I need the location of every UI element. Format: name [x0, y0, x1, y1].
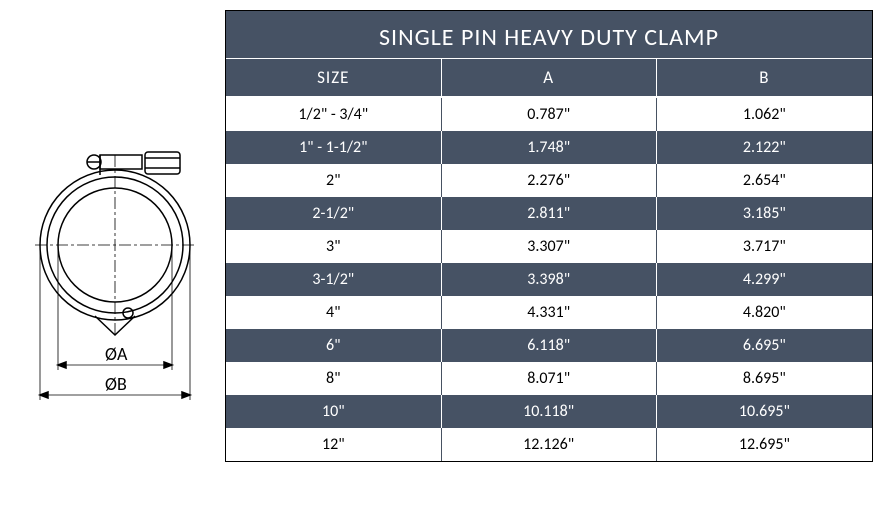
dim-b-label: ØB: [105, 373, 127, 395]
column-header-row: SIZE A B: [226, 59, 872, 97]
table-header-block: SINGLE PIN HEAVY DUTY CLAMP SIZE A B: [226, 11, 872, 98]
table-title: SINGLE PIN HEAVY DUTY CLAMP: [226, 11, 872, 58]
cell-a: 6.118": [441, 329, 656, 362]
cell-b: 12.695": [656, 428, 872, 461]
cell-b: 4.299": [656, 263, 872, 296]
cell-size: 2-1/2": [226, 197, 441, 230]
cell-b: 6.695": [656, 329, 872, 362]
clamp-svg: ØA ØB: [10, 80, 215, 420]
cell-a: 8.071": [441, 362, 656, 395]
cell-size: 6": [226, 329, 441, 362]
cell-size: 12": [226, 428, 441, 461]
cell-size: 10": [226, 395, 441, 428]
cell-size: 1" - 1-1/2": [226, 131, 441, 164]
cell-b: 3.185": [656, 197, 872, 230]
table-row: 12"12.126"12.695": [226, 428, 872, 461]
cell-size: 3-1/2": [226, 263, 441, 296]
cell-b: 1.062": [656, 98, 872, 131]
cell-b: 2.654": [656, 164, 872, 197]
table-row: 8"8.071"8.695": [226, 362, 872, 395]
cell-b: 2.122": [656, 131, 872, 164]
cell-size: 4": [226, 296, 441, 329]
cell-a: 0.787": [441, 98, 656, 131]
cell-b: 10.695": [656, 395, 872, 428]
cell-b: 4.820": [656, 296, 872, 329]
cell-a: 12.126": [441, 428, 656, 461]
table-row: 4"4.331"4.820": [226, 296, 872, 329]
dim-a-label: ØA: [105, 343, 128, 365]
table-row: 2-1/2"2.811"3.185": [226, 197, 872, 230]
col-a: A: [441, 59, 656, 97]
table-row: 10"10.118"10.695": [226, 395, 872, 428]
cell-size: 3": [226, 230, 441, 263]
cell-a: 3.398": [441, 263, 656, 296]
col-b: B: [656, 59, 872, 97]
header-table: SIZE A B: [226, 58, 872, 97]
spec-table: 1/2" - 3/4"0.787"1.062"1" - 1-1/2"1.748"…: [226, 98, 872, 461]
cell-b: 3.717": [656, 230, 872, 263]
table-row: 1/2" - 3/4"0.787"1.062": [226, 98, 872, 131]
clamp-diagram: ØA ØB: [10, 10, 215, 425]
cell-size: 1/2" - 3/4": [226, 98, 441, 131]
table-row: 6"6.118"6.695": [226, 329, 872, 362]
col-size: SIZE: [226, 59, 441, 97]
table-row: 2"2.276"2.654": [226, 164, 872, 197]
spec-table-wrapper: SINGLE PIN HEAVY DUTY CLAMP SIZE A B 1/2…: [225, 10, 873, 462]
cell-a: 3.307": [441, 230, 656, 263]
table-row: 1" - 1-1/2"1.748"2.122": [226, 131, 872, 164]
cell-size: 8": [226, 362, 441, 395]
cell-size: 2": [226, 164, 441, 197]
cell-a: 4.331": [441, 296, 656, 329]
main-container: ØA ØB SINGLE PIN HEAVY DUTY CLAMP SIZE A…: [10, 10, 873, 462]
cell-a: 2.276": [441, 164, 656, 197]
cell-b: 8.695": [656, 362, 872, 395]
cell-a: 10.118": [441, 395, 656, 428]
cell-a: 2.811": [441, 197, 656, 230]
cell-a: 1.748": [441, 131, 656, 164]
table-row: 3-1/2"3.398"4.299": [226, 263, 872, 296]
table-row: 3"3.307"3.717": [226, 230, 872, 263]
